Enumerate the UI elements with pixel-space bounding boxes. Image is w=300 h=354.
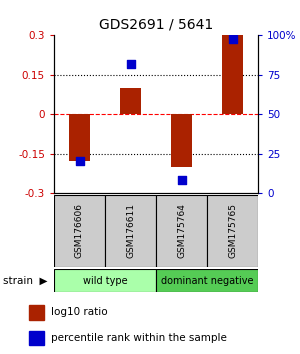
Bar [54,269,156,292]
Bar [156,269,258,292]
Bar [207,195,258,267]
Bar [222,35,243,114]
Point [230,36,235,41]
Text: log10 ratio: log10 ratio [51,308,108,318]
Text: dominant negative: dominant negative [161,275,253,286]
Text: wild type: wild type [83,275,127,286]
Point [128,61,133,67]
Title: GDS2691 / 5641: GDS2691 / 5641 [99,17,213,32]
Bar [29,331,44,346]
Bar [54,195,105,267]
Text: GSM175764: GSM175764 [177,204,186,258]
Bar [156,195,207,267]
Bar [120,88,141,114]
Text: GSM176611: GSM176611 [126,204,135,258]
Text: strain  ▶: strain ▶ [3,275,47,286]
Bar [105,195,156,267]
Point [179,177,184,183]
Bar [29,305,44,320]
Text: GSM176606: GSM176606 [75,204,84,258]
Text: GSM175765: GSM175765 [228,204,237,258]
Bar [171,114,192,167]
Text: percentile rank within the sample: percentile rank within the sample [51,333,227,343]
Point [77,159,82,164]
Bar [69,114,90,161]
